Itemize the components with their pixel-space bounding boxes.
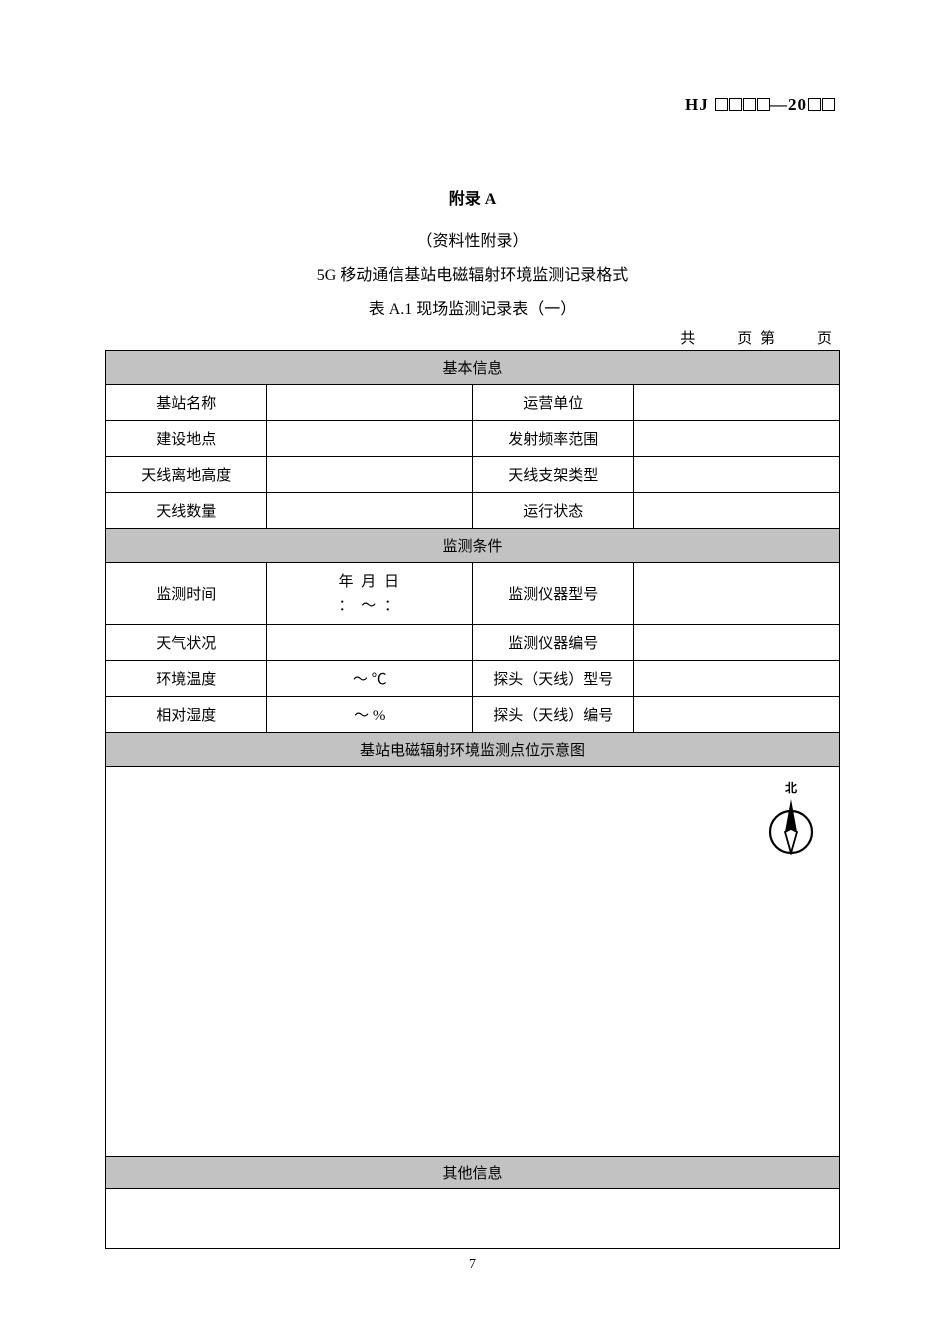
label-temperature: 环境温度 <box>106 661 267 697</box>
value-monitoring-time[interactable]: 年 月 日 ： ～ ： <box>267 563 473 625</box>
value-humidity[interactable]: ～ % <box>267 697 473 733</box>
other-info-body[interactable] <box>106 1189 840 1249</box>
appendix-subtitle-1: （资料性附录） <box>105 227 840 251</box>
appendix-title: 附录 A <box>105 185 840 209</box>
year-prefix: 20 <box>788 95 807 114</box>
label-bracket-type: 天线支架类型 <box>472 457 633 493</box>
placeholder-box <box>808 98 821 111</box>
value-weather[interactable] <box>267 625 473 661</box>
document-headings: 附录 A （资料性附录） 5G 移动通信基站电磁辐射环境监测记录格式 表 A.1… <box>105 185 840 319</box>
label-freq-range: 发射频率范围 <box>472 421 633 457</box>
label-location: 建设地点 <box>106 421 267 457</box>
monitoring-record-table: 基本信息 基站名称 运营单位 建设地点 发射频率范围 天线离地高度 天线支架类型… <box>105 350 840 1249</box>
value-operator[interactable] <box>634 385 840 421</box>
compass-label: 北 <box>765 779 817 796</box>
label-monitoring-time: 监测时间 <box>106 563 267 625</box>
placeholder-box <box>757 98 770 111</box>
value-instrument-model[interactable] <box>634 563 840 625</box>
label-antenna-count: 天线数量 <box>106 493 267 529</box>
value-status[interactable] <box>634 493 840 529</box>
label-antenna-height: 天线离地高度 <box>106 457 267 493</box>
value-location[interactable] <box>267 421 473 457</box>
monitoring-points-diagram-area[interactable]: 北 <box>106 767 840 1157</box>
value-station-name[interactable] <box>267 385 473 421</box>
document-standard-code: HJ —20 <box>105 95 835 115</box>
placeholder-box <box>822 98 835 111</box>
label-instrument-no: 监测仪器编号 <box>472 625 633 661</box>
label-probe-model: 探头（天线）型号 <box>472 661 633 697</box>
value-freq-range[interactable] <box>634 421 840 457</box>
page-span-indicator: 共页 第页 <box>105 327 840 348</box>
section-conditions: 监测条件 <box>106 529 840 563</box>
placeholder-box <box>729 98 742 111</box>
label-status: 运行状态 <box>472 493 633 529</box>
table-caption: 表 A.1 现场监测记录表（一） <box>105 295 840 319</box>
value-probe-model[interactable] <box>634 661 840 697</box>
value-instrument-no[interactable] <box>634 625 840 661</box>
value-bracket-type[interactable] <box>634 457 840 493</box>
label-operator: 运营单位 <box>472 385 633 421</box>
section-other-info: 其他信息 <box>106 1157 840 1189</box>
value-antenna-height[interactable] <box>267 457 473 493</box>
value-temperature[interactable]: ～ ℃ <box>267 661 473 697</box>
appendix-subtitle-2: 5G 移动通信基站电磁辐射环境监测记录格式 <box>105 261 840 285</box>
label-instrument-model: 监测仪器型号 <box>472 563 633 625</box>
section-basic-info: 基本信息 <box>106 351 840 385</box>
label-weather: 天气状况 <box>106 625 267 661</box>
label-humidity: 相对湿度 <box>106 697 267 733</box>
compass-north-indicator: 北 <box>765 779 817 860</box>
compass-icon <box>768 797 814 855</box>
value-probe-no[interactable] <box>634 697 840 733</box>
label-probe-no: 探头（天线）编号 <box>472 697 633 733</box>
value-antenna-count[interactable] <box>267 493 473 529</box>
page-number: 7 <box>0 1257 945 1273</box>
std-prefix: HJ <box>685 95 709 114</box>
placeholder-box <box>743 98 756 111</box>
placeholder-box <box>715 98 728 111</box>
section-diagram: 基站电磁辐射环境监测点位示意图 <box>106 733 840 767</box>
label-station-name: 基站名称 <box>106 385 267 421</box>
